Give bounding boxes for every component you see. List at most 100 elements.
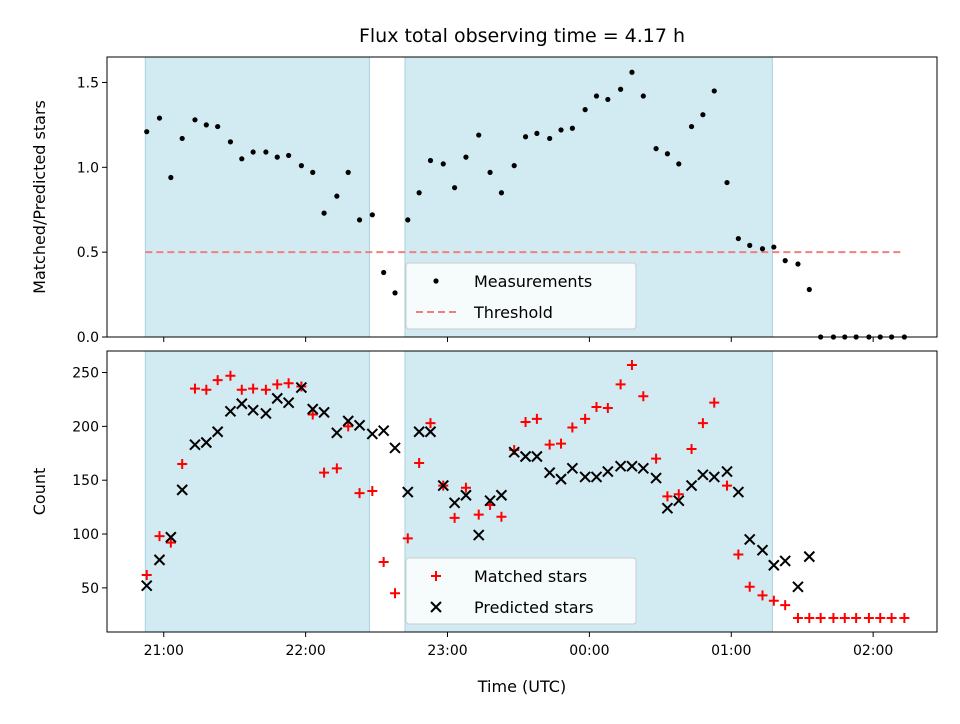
matched-star-marker: [757, 590, 768, 601]
y-tick-label: 200: [72, 419, 99, 435]
predicted-star-marker: [236, 398, 248, 410]
measurement-point: [653, 146, 659, 152]
matched-star-marker: [768, 595, 779, 606]
matched-star-marker: [863, 613, 874, 624]
predicted-star-marker: [590, 471, 603, 483]
matched-star-marker: [248, 383, 259, 394]
matched-star-marker: [272, 379, 283, 390]
measurement-point: [676, 161, 682, 167]
matched-star-marker: [225, 370, 236, 381]
legend: Matched stars Predicted stars: [405, 557, 637, 625]
predicted-star-marker: [697, 469, 709, 481]
predicted-star-marker: [756, 544, 769, 556]
legend: Measurements Threshold: [405, 262, 637, 330]
matched-star-marker: [651, 453, 662, 464]
measurement-point: [345, 169, 351, 175]
predicted-star-marker: [508, 446, 520, 458]
legend-label: Threshold: [473, 303, 553, 322]
measurement-point: [215, 123, 221, 130]
legend-matched-marker: [431, 571, 441, 581]
x-axis-label: Time (UTC): [477, 677, 566, 696]
measurement-point: [700, 112, 706, 118]
measurement-point: [334, 193, 340, 199]
measurement-point: [664, 151, 671, 157]
legend-box: [405, 262, 637, 330]
predicted-star-marker: [650, 472, 662, 484]
predicted-star-marker: [176, 484, 188, 496]
matched-star-marker: [556, 438, 567, 449]
predicted-star-marker: [282, 396, 295, 409]
predicted-star-marker: [531, 450, 543, 463]
measurement-point: [735, 235, 741, 242]
predicted-star-marker: [353, 419, 366, 431]
measurement-point: [440, 161, 446, 167]
measurement-point: [144, 129, 150, 135]
matched-star-marker: [544, 439, 555, 450]
predicted-star-marker: [779, 555, 791, 567]
predicted-star-marker: [247, 404, 259, 416]
measurement-point: [263, 149, 269, 155]
x-tick-label: 01:00: [711, 643, 751, 659]
matched-star-marker: [886, 613, 897, 624]
x-tick-label: 23:00: [427, 643, 467, 659]
matched-star-marker: [602, 403, 613, 414]
measurement-point: [356, 217, 363, 223]
predicted-star-marker: [211, 426, 224, 438]
predicted-star-marker: [626, 460, 638, 472]
measurement-point: [795, 261, 801, 267]
measurement-point: [688, 123, 695, 130]
matched-star-marker: [141, 569, 152, 580]
predicted-star-marker: [331, 427, 343, 439]
y-tick-label: 0.0: [77, 330, 99, 346]
predicted-star-marker: [673, 494, 685, 507]
measurement-point: [452, 185, 458, 191]
matched-star-marker: [307, 409, 318, 420]
chart-title: Flux total observing time = 4.17 h: [359, 25, 685, 47]
matched-star-marker: [212, 375, 223, 386]
measurement-point: [168, 174, 174, 181]
measurement-point: [416, 190, 422, 196]
measurement-point: [203, 122, 209, 128]
measurement-point: [558, 127, 564, 133]
measurement-point: [298, 163, 304, 169]
matched-star-marker: [709, 397, 720, 408]
top-panel: 0.0 0.5 1.0 1.5 Matched/Predicted stars Measu…: [30, 56, 938, 346]
predicted-star-marker: [721, 465, 733, 478]
predicted-star-marker: [803, 550, 816, 563]
axes-frame: [106, 56, 938, 338]
matched-star-marker: [331, 463, 342, 474]
matched-star-marker: [319, 467, 330, 478]
legend-box: [405, 557, 637, 625]
predicted-star-marker: [295, 381, 308, 394]
matched-star-marker: [686, 443, 697, 454]
predicted-star-marker: [543, 466, 556, 479]
predicted-star-marker: [732, 486, 745, 498]
matched-star-marker: [354, 488, 365, 499]
matched-star-marker: [177, 459, 188, 470]
predicted-star-marker: [141, 579, 153, 592]
matched-star-marker: [875, 613, 886, 624]
y-tick-label: 250: [72, 366, 99, 382]
y-tick-label: 0.5: [77, 245, 99, 261]
predicted-star-marker: [389, 442, 401, 454]
matched-star-marker: [638, 391, 649, 402]
legend-measurement-marker: [433, 278, 439, 284]
measurement-point: [724, 179, 730, 186]
matched-star-marker: [567, 422, 578, 433]
axes-frame: [106, 350, 938, 633]
measurement-point: [711, 88, 717, 94]
predicted-star-marker: [566, 462, 579, 475]
matched-star-marker: [851, 613, 862, 624]
measurement-point: [747, 242, 753, 248]
predicted-star-marker: [602, 465, 614, 478]
measurement-point: [156, 115, 163, 121]
matched-star-marker: [260, 384, 271, 395]
measurement-point: [392, 290, 398, 296]
matched-star-marker: [236, 384, 247, 395]
matched-star-marker: [804, 613, 815, 624]
predicted-star-marker: [165, 531, 177, 543]
measurement-point: [192, 117, 198, 123]
measurement-point: [759, 246, 766, 252]
legend-label: Measurements: [474, 272, 592, 291]
matched-star-marker: [591, 401, 602, 412]
